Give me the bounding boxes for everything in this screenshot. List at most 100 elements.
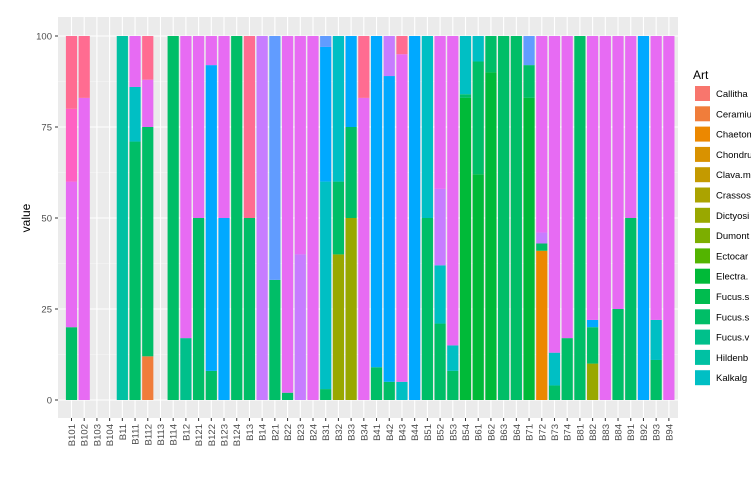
bar-segment: [142, 36, 154, 80]
bar-segment: [142, 356, 154, 400]
bar-segment: [485, 36, 497, 73]
bar-segment: [129, 36, 141, 87]
bar-segment: [536, 36, 548, 233]
bar-segment: [587, 319, 599, 328]
x-tick-label: B53: [448, 424, 459, 441]
x-tick-label: B43: [397, 424, 408, 441]
x-tick-label: B111: [131, 424, 142, 445]
x-tick-label: B103: [92, 424, 103, 446]
legend: Art Callitha Ceramiu Chaetom Chondru Clava.m…: [693, 68, 751, 387]
x-tick-label: B62: [486, 424, 497, 441]
legend-swatch: [694, 288, 711, 305]
legend-label: Electra.: [716, 272, 748, 283]
bar-segment: [358, 97, 370, 400]
x-tick-label: B94: [664, 424, 675, 441]
x-tick-label: B122: [207, 424, 218, 446]
x-tick-label: B21: [270, 424, 281, 441]
legend-swatch: [694, 166, 711, 184]
bar-segment: [587, 327, 599, 364]
bar-segment: [205, 370, 217, 400]
bar-segment: [523, 97, 535, 400]
bar-segment: [116, 36, 128, 400]
bar-segment: [320, 36, 332, 47]
bar-segment: [320, 46, 332, 182]
legend-label: Fucus.s: [716, 312, 750, 323]
legend-label: Chondru: [716, 150, 751, 161]
legend-swatch: [694, 247, 711, 265]
bar-segment: [370, 36, 383, 368]
bar-segment: [281, 392, 294, 400]
x-axis: B101 B102 B103 B104 B11 B111 B112 B113 B114 B12 B1…: [67, 418, 675, 446]
x-tick-label: B31: [321, 424, 332, 441]
bar-segment: [434, 265, 446, 324]
bar-segment: [561, 338, 573, 400]
bar-segment: [396, 218, 408, 382]
x-tick-label: B82: [588, 424, 599, 441]
x-tick-label: B74: [563, 424, 574, 441]
bar-segment: [574, 36, 586, 400]
bar-segment: [129, 141, 141, 400]
bar-segment: [320, 389, 332, 400]
x-tick-label: B84: [614, 424, 625, 441]
bar-segment: [307, 36, 319, 400]
bar-segment: [548, 352, 561, 386]
bar-segment: [637, 36, 650, 400]
legend-swatch: [694, 369, 711, 387]
bar-segment: [180, 338, 192, 400]
x-tick-label: B33: [347, 424, 358, 441]
x-tick-label: B81: [575, 424, 586, 441]
legend-swatch: [694, 186, 711, 204]
bar-segment: [218, 218, 230, 400]
bar-segment: [625, 36, 637, 218]
legend-swatch: [694, 105, 711, 123]
bar-segment: [358, 36, 370, 98]
bar-segment: [205, 36, 217, 66]
bar-segment: [434, 36, 446, 189]
bar-segment: [243, 218, 256, 400]
y-tick-label: 25: [41, 305, 52, 316]
bar-segment: [536, 250, 548, 400]
x-tick-label: B52: [436, 424, 447, 441]
y-axis: 0 25 50 75 100: [36, 32, 58, 407]
bar-segment: [218, 36, 230, 218]
x-tick-label: B83: [601, 424, 612, 441]
bar-segment: [370, 367, 383, 400]
y-axis-title: value: [19, 203, 33, 232]
bar-segment: [180, 36, 192, 339]
y-tick-label: 75: [41, 123, 52, 134]
bar-segment: [142, 79, 154, 127]
x-tick-label: B23: [296, 424, 307, 441]
legend-swatch: [694, 85, 711, 102]
x-tick-label: B72: [537, 424, 548, 441]
bar-segment: [65, 181, 78, 328]
bar-segment: [447, 36, 459, 346]
bar-segment: [612, 36, 624, 309]
legend-label: Clava.m: [716, 170, 751, 181]
bar-segment: [332, 36, 345, 182]
x-tick-label: B32: [334, 424, 345, 441]
bar-segment: [383, 76, 395, 382]
legend-label: Ectocar: [716, 251, 748, 262]
x-tick-label: B73: [550, 424, 561, 441]
y-tick-label: 0: [47, 396, 52, 407]
x-tick-label: B51: [423, 424, 434, 441]
bars: [65, 36, 675, 401]
bar-segment: [587, 363, 599, 400]
bar-segment: [294, 36, 306, 255]
bar-segment: [434, 188, 446, 266]
legend-swatch: [694, 328, 711, 346]
x-tick-label: B64: [512, 424, 523, 441]
bar-segment: [78, 36, 90, 98]
bar-segment: [472, 174, 484, 400]
bar-segment: [243, 36, 256, 218]
bar-segment: [447, 370, 459, 400]
bar-segment: [383, 381, 395, 400]
bar-segment: [320, 181, 332, 390]
bar-segment: [650, 36, 662, 320]
bar-segment: [193, 36, 205, 218]
bar-segment: [447, 345, 459, 371]
bar-segment: [612, 309, 624, 400]
x-tick-label: B12: [181, 424, 192, 441]
bar-segment: [65, 108, 78, 182]
